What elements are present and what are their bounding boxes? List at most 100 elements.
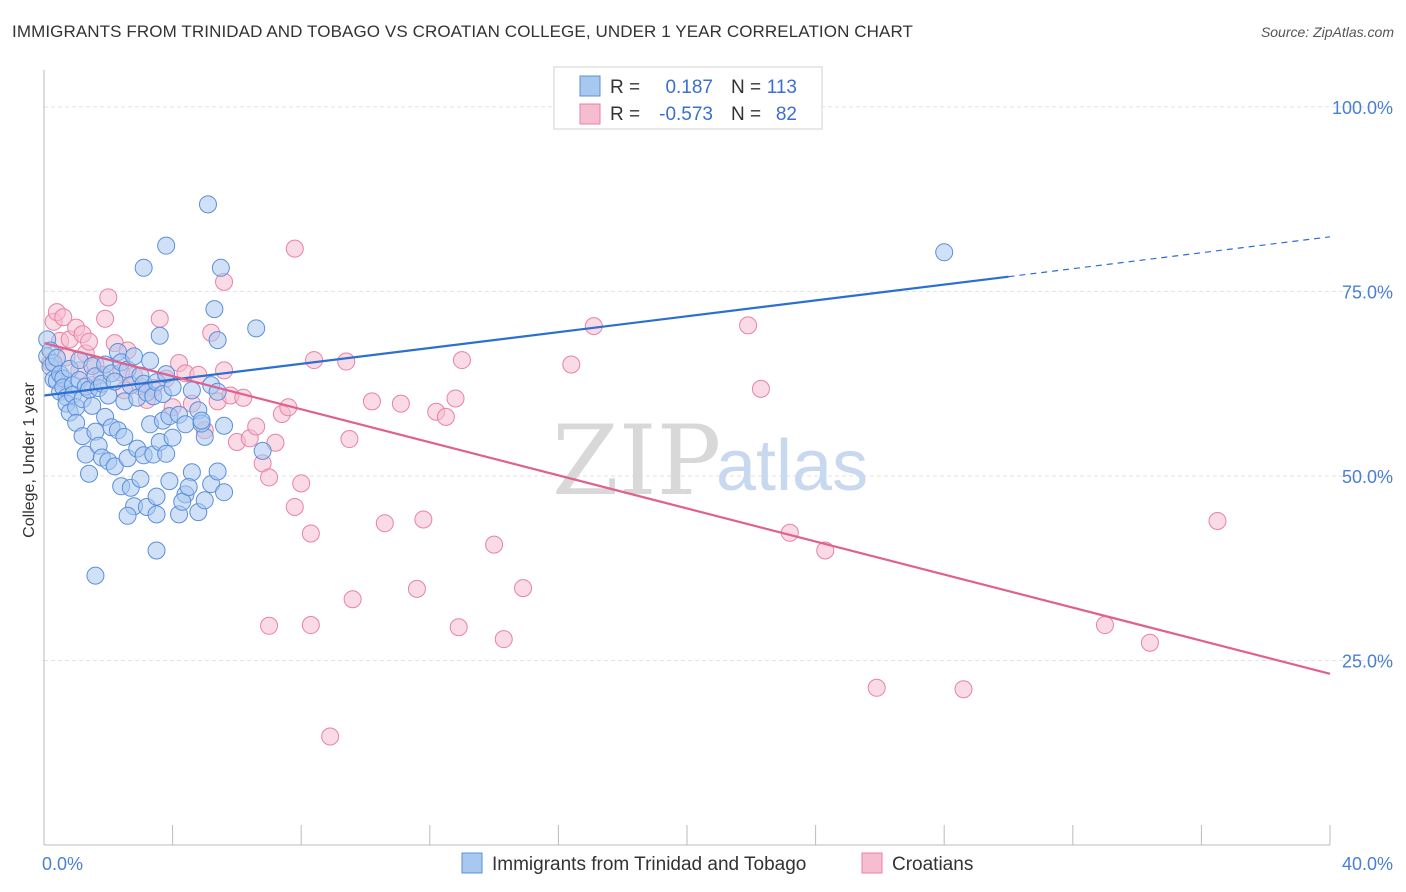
trend-line-croatians xyxy=(43,342,1331,675)
y-tick-label-2: 75.0% xyxy=(1342,282,1393,302)
croatians-point-78 xyxy=(1095,616,1114,635)
trinidad-point-29 xyxy=(83,396,102,415)
trend-line-trinidad xyxy=(43,275,1009,397)
croatians-point-80 xyxy=(1208,511,1227,530)
trinidad-point-85 xyxy=(182,463,201,482)
y-tick-label-3: 100.0% xyxy=(1332,98,1393,118)
trinidad-point-103 xyxy=(192,411,211,430)
legend-n-value-1: 113 xyxy=(767,77,797,98)
legend-r-value-1: 0.187 xyxy=(665,77,713,98)
croatians-point-66 xyxy=(452,351,471,370)
trinidad-point-98 xyxy=(147,505,166,524)
watermark-zip: ZIP xyxy=(552,405,721,517)
y-tick-label-1: 50.0% xyxy=(1342,467,1393,487)
legend-r-value-2: -0.573 xyxy=(659,104,713,125)
trinidad-point-69 xyxy=(147,487,166,506)
trinidad-point-107 xyxy=(211,258,230,277)
x-axis-ticks xyxy=(172,825,1331,845)
trinidad-point-49 xyxy=(115,427,134,446)
croatians-point-16 xyxy=(99,288,118,307)
croatians-point-50 xyxy=(305,351,324,370)
chart-title: IMMIGRANTS FROM TRINIDAD AND TOBAGO VS C… xyxy=(12,22,914,41)
trend-line-trinidad-extension xyxy=(1008,236,1331,278)
croatians-point-4 xyxy=(54,308,73,327)
trinidad-point-104 xyxy=(198,195,217,214)
trinidad-point-82 xyxy=(176,415,195,434)
croatians-point-15 xyxy=(96,309,115,328)
trinidad-point-43 xyxy=(105,457,124,476)
bottom-legend-swatch-blue xyxy=(461,852,483,874)
trinidad-point-109 xyxy=(208,331,227,350)
croatians-point-67 xyxy=(485,535,504,554)
croatians-point-25 xyxy=(150,309,169,328)
y-axis-label: College, Under 1 year xyxy=(21,382,38,538)
trinidad-point-101 xyxy=(179,478,198,497)
croatians-point-77 xyxy=(954,680,973,699)
trinidad-point-79 xyxy=(163,428,182,447)
trend-lines xyxy=(43,236,1331,675)
croatians-point-61 xyxy=(407,579,426,598)
trinidad-point-105 xyxy=(157,236,176,255)
croatians-point-49 xyxy=(285,239,304,258)
bottom-legend: Immigrants from Trinidad and Tobago Croa… xyxy=(461,852,973,875)
croatians-point-42 xyxy=(260,468,279,487)
y-tick-label-0: 25.0% xyxy=(1342,651,1393,671)
legend-swatch-pink xyxy=(579,103,601,125)
trinidad-point-59 xyxy=(131,469,150,488)
bottom-legend-label-trinidad: Immigrants from Trinidad and Tobago xyxy=(492,854,806,875)
croatians-point-75 xyxy=(816,541,835,560)
croatians-point-73 xyxy=(751,379,770,398)
legend-swatch-blue xyxy=(579,75,601,97)
trinidad-point-84 xyxy=(182,381,201,400)
croatians-point-59 xyxy=(375,514,394,533)
watermark-atlas: atlas xyxy=(716,426,868,506)
croatians-point-62 xyxy=(414,510,433,529)
croatians-point-47 xyxy=(292,474,311,493)
croatians-point-11 xyxy=(80,332,99,351)
trinidad-point-95 xyxy=(215,483,234,502)
croatians-point-72 xyxy=(739,316,758,335)
croatians-point-79 xyxy=(1140,633,1159,652)
croatians-point-53 xyxy=(260,616,279,635)
x-tick-label-1: 40.0% xyxy=(1342,854,1393,874)
x-tick-label-0: 0.0% xyxy=(42,854,83,874)
croatians-point-57 xyxy=(340,430,359,449)
trinidad-point-27 xyxy=(80,464,99,483)
x-tick-labels: 0.0% 40.0% xyxy=(42,854,1393,874)
trinidad-point-54 xyxy=(125,347,144,366)
croatians-point-81 xyxy=(436,407,455,426)
top-legend: R = 0.187 N = 113 R = -0.573 N = 82 xyxy=(553,66,823,130)
croatians-point-54 xyxy=(301,616,320,635)
trinidad-point-106 xyxy=(134,258,153,277)
legend-n-label-1: N = xyxy=(731,77,761,98)
chart-source: Source: ZipAtlas.com xyxy=(1260,24,1394,40)
trinidad-point-110 xyxy=(247,319,266,338)
croatians-point-58 xyxy=(362,392,381,411)
croatians-point-52 xyxy=(301,524,320,543)
legend-r-label-1: R = xyxy=(610,77,640,98)
croatians-point-65 xyxy=(449,618,468,637)
croatians-point-70 xyxy=(562,355,581,374)
croatians-point-51 xyxy=(337,352,356,371)
trinidad-point-77 xyxy=(160,472,179,491)
bottom-legend-label-croatians: Croatians xyxy=(892,854,973,875)
trinidad-point-94 xyxy=(215,416,234,435)
croatians-point-68 xyxy=(494,630,513,649)
croatians-point-55 xyxy=(321,727,340,746)
trinidad-point-111 xyxy=(253,441,272,460)
legend-n-label-2: N = xyxy=(731,104,761,125)
y-tick-labels: 25.0% 50.0% 75.0% 100.0% xyxy=(1332,98,1393,672)
legend-r-label-2: R = xyxy=(610,104,640,125)
trinidad-points xyxy=(38,195,954,585)
croatians-point-60 xyxy=(391,394,410,413)
trinidad-point-64 xyxy=(141,351,160,370)
croatians-point-35 xyxy=(215,361,234,380)
bottom-legend-swatch-pink xyxy=(861,852,883,874)
croatians-point-46 xyxy=(285,497,304,516)
croatians-point-64 xyxy=(446,389,465,408)
trinidad-point-93 xyxy=(208,462,227,481)
trinidad-point-89 xyxy=(195,491,214,510)
trinidad-point-99 xyxy=(147,541,166,560)
croatians-point-40 xyxy=(247,417,266,436)
